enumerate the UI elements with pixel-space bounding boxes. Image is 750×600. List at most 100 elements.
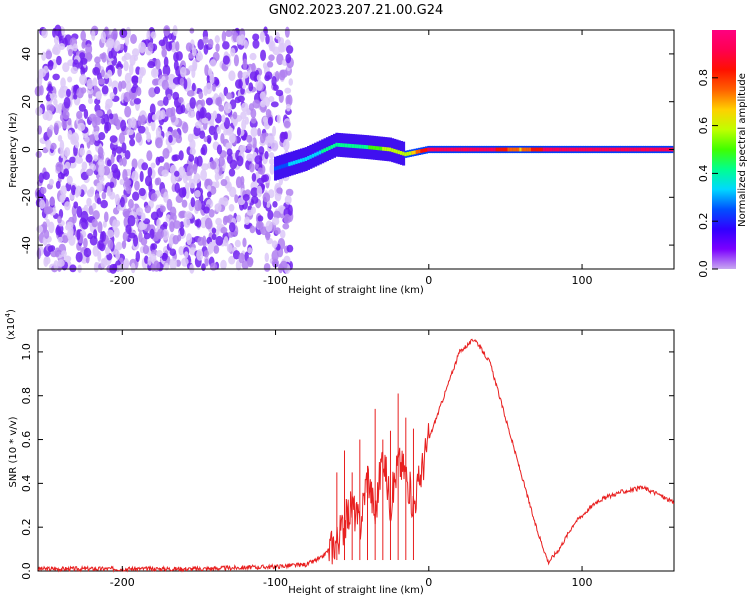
noise-cell bbox=[168, 82, 176, 90]
noise-cell bbox=[85, 153, 93, 163]
noise-cell bbox=[155, 58, 161, 70]
noise-cell bbox=[130, 34, 137, 45]
noise-cell bbox=[257, 128, 262, 137]
noise-cell bbox=[147, 60, 156, 69]
noise-cell bbox=[149, 228, 155, 240]
noise-cell bbox=[102, 220, 107, 228]
noise-cell bbox=[146, 131, 152, 143]
noise-cell bbox=[128, 198, 134, 209]
signal-core-cell bbox=[427, 147, 431, 152]
noise-cell bbox=[215, 217, 223, 226]
signal-core-cell bbox=[528, 147, 532, 152]
signal-core-cell bbox=[363, 145, 367, 149]
noise-cell bbox=[244, 222, 251, 230]
noise-cell bbox=[223, 215, 230, 223]
noise-cell bbox=[228, 168, 236, 177]
signal-core-cell bbox=[601, 147, 605, 152]
noise-cell bbox=[127, 117, 133, 130]
noise-cell bbox=[223, 128, 228, 136]
noise-cell bbox=[42, 171, 50, 180]
noise-cell bbox=[135, 250, 141, 263]
noise-cell bbox=[124, 72, 132, 84]
noise-cell bbox=[274, 227, 281, 235]
noise-cell bbox=[128, 63, 134, 76]
noise-cell bbox=[112, 169, 121, 179]
signal-core-cell bbox=[585, 147, 589, 152]
signal-core-cell bbox=[542, 147, 546, 152]
noise-cell bbox=[247, 247, 253, 254]
signal-core-cell bbox=[460, 147, 464, 152]
signal-core-cell bbox=[415, 149, 419, 154]
noise-cell bbox=[190, 110, 196, 118]
signal-core-cell bbox=[545, 147, 549, 152]
signal-core-cell bbox=[490, 147, 494, 152]
signal-core-cell bbox=[441, 147, 445, 152]
signal-core-cell bbox=[472, 147, 476, 152]
noise-cell bbox=[81, 161, 88, 171]
noise-cell bbox=[254, 155, 263, 165]
noise-cell bbox=[76, 205, 83, 218]
signal-core-cell bbox=[613, 147, 617, 152]
noise-cell bbox=[133, 97, 142, 105]
noise-cell bbox=[131, 158, 138, 170]
noise-cell bbox=[232, 111, 238, 120]
noise-cell bbox=[60, 77, 66, 89]
noise-cell bbox=[103, 211, 109, 223]
y-tick-label: 0 bbox=[20, 146, 33, 153]
noise-cell bbox=[236, 35, 242, 45]
noise-cell bbox=[108, 113, 114, 120]
signal-core-cell bbox=[297, 159, 301, 164]
noise-cell bbox=[125, 179, 132, 186]
noise-cell bbox=[229, 186, 237, 198]
spectrogram-cells bbox=[34, 24, 674, 275]
noise-cell bbox=[113, 40, 121, 52]
signal-core-cell bbox=[533, 147, 537, 152]
signal-core-cell bbox=[386, 147, 390, 152]
noise-cell bbox=[175, 41, 180, 52]
noise-cell bbox=[101, 52, 107, 63]
signal-core-cell bbox=[608, 147, 612, 152]
noise-cell bbox=[124, 149, 131, 160]
noise-cell bbox=[237, 70, 244, 80]
noise-cell bbox=[238, 252, 245, 264]
signal-core-cell bbox=[436, 147, 440, 152]
signal-core-cell bbox=[354, 144, 358, 149]
signal-core-cell bbox=[446, 147, 450, 152]
noise-cell bbox=[133, 54, 139, 62]
snr-frame bbox=[37, 329, 675, 572]
signal-core-cell bbox=[589, 147, 593, 152]
signal-core-cell bbox=[652, 147, 656, 152]
noise-cell bbox=[262, 174, 270, 182]
noise-cell bbox=[76, 110, 83, 120]
noise-cell bbox=[156, 249, 163, 258]
noise-cell bbox=[267, 132, 275, 144]
noise-cell bbox=[240, 175, 245, 186]
noise-cell bbox=[112, 263, 118, 272]
signal-core-cell bbox=[476, 147, 480, 152]
noise-cell bbox=[178, 166, 186, 179]
noise-cell bbox=[272, 84, 279, 92]
noise-cell bbox=[161, 169, 169, 177]
noise-cell bbox=[59, 194, 65, 204]
noise-cell bbox=[97, 159, 105, 167]
noise-cell bbox=[212, 110, 218, 120]
noise-cell bbox=[67, 76, 73, 83]
noise-cell bbox=[208, 241, 215, 254]
y-tick-label: -20 bbox=[20, 188, 33, 206]
noise-cell bbox=[122, 208, 130, 218]
noise-cell bbox=[99, 231, 104, 243]
noise-cell bbox=[137, 115, 142, 127]
noise-cell bbox=[205, 82, 213, 95]
noise-cell bbox=[122, 231, 129, 242]
noise-cell bbox=[237, 95, 245, 103]
signal-core-cell bbox=[568, 147, 572, 152]
signal-core-cell bbox=[556, 147, 560, 152]
noise-cell bbox=[64, 147, 71, 157]
noise-cell bbox=[166, 198, 173, 211]
noise-cell bbox=[49, 178, 54, 186]
noise-cell bbox=[93, 154, 99, 162]
noise-cell bbox=[215, 79, 220, 86]
noise-cell bbox=[178, 246, 184, 256]
noise-cell bbox=[286, 130, 292, 141]
